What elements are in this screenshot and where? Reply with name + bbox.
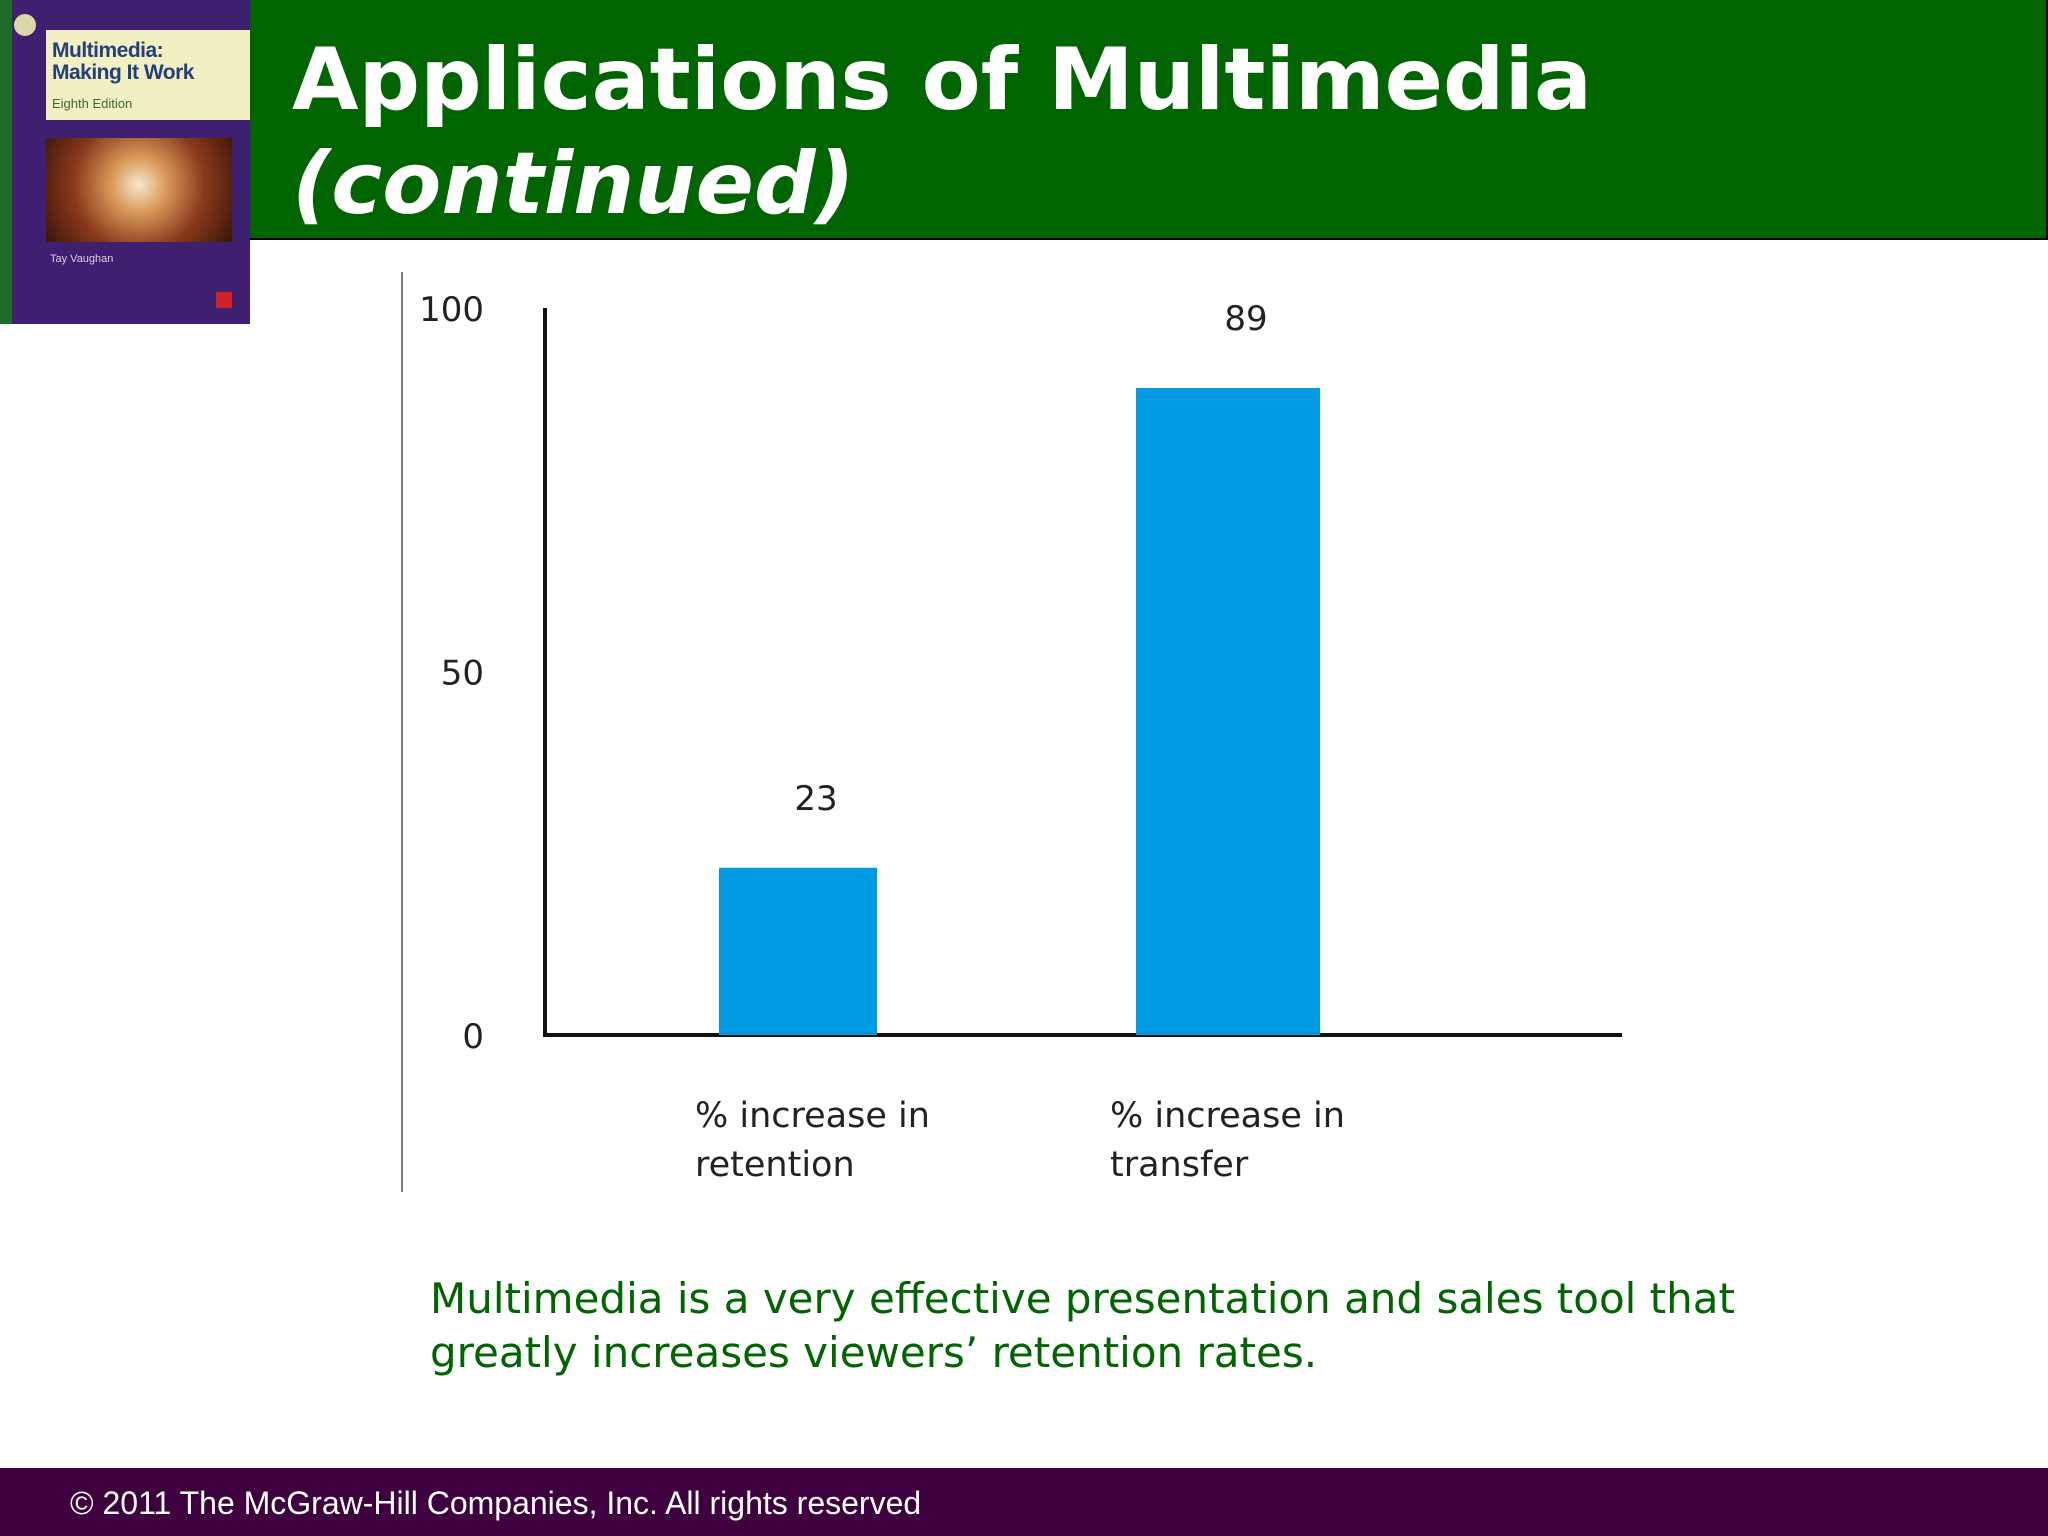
x-category-label: retention xyxy=(695,1145,855,1185)
title-main: Applications of Multimedia xyxy=(292,30,1592,130)
x-category-label: % increase in xyxy=(695,1096,930,1136)
data-label: 89 xyxy=(1224,299,1267,339)
y-tick-label: 100 xyxy=(419,290,484,330)
caption-text: Multimedia is a very effective presentat… xyxy=(430,1274,1735,1377)
title-subtitle: (continued) xyxy=(292,134,855,234)
book-spine xyxy=(0,0,12,324)
slide-title: Applications of Multimedia (continued) xyxy=(292,28,1592,236)
x-category-label: % increase in xyxy=(1110,1096,1345,1136)
header-band: Applications of Multimedia (continued) xyxy=(0,0,2048,240)
award-badge-icon xyxy=(14,14,36,36)
chart-marks: 0 50 100 23 89 % increase in retention % increa… xyxy=(419,290,1622,1185)
book-title-line2: Making It Work xyxy=(52,61,194,84)
x-category-label: transfer xyxy=(1110,1145,1249,1185)
footer-bar: © 2011 The McGraw-Hill Companies, Inc. A… xyxy=(0,1468,2048,1536)
bar xyxy=(1136,387,1320,1036)
y-tick-label: 0 xyxy=(462,1017,484,1057)
bar xyxy=(719,867,877,1035)
data-label: 23 xyxy=(794,779,837,819)
copyright-text: © 2011 The McGraw-Hill Companies, Inc. A… xyxy=(70,1485,922,1521)
y-tick-label: 50 xyxy=(441,654,484,694)
book-author: Tay Vaughan xyxy=(50,253,114,265)
book-title-panel xyxy=(46,30,250,120)
book-title: Multimedia: Making It Work xyxy=(52,40,248,84)
book-cover-image: Multimedia: Making It Work Eighth Editio… xyxy=(0,0,250,324)
book-edition: Eighth Edition xyxy=(52,96,133,111)
book-cover-artwork xyxy=(46,138,232,242)
book-title-line1: Multimedia: xyxy=(52,39,164,62)
publisher-logo-icon xyxy=(216,292,232,308)
